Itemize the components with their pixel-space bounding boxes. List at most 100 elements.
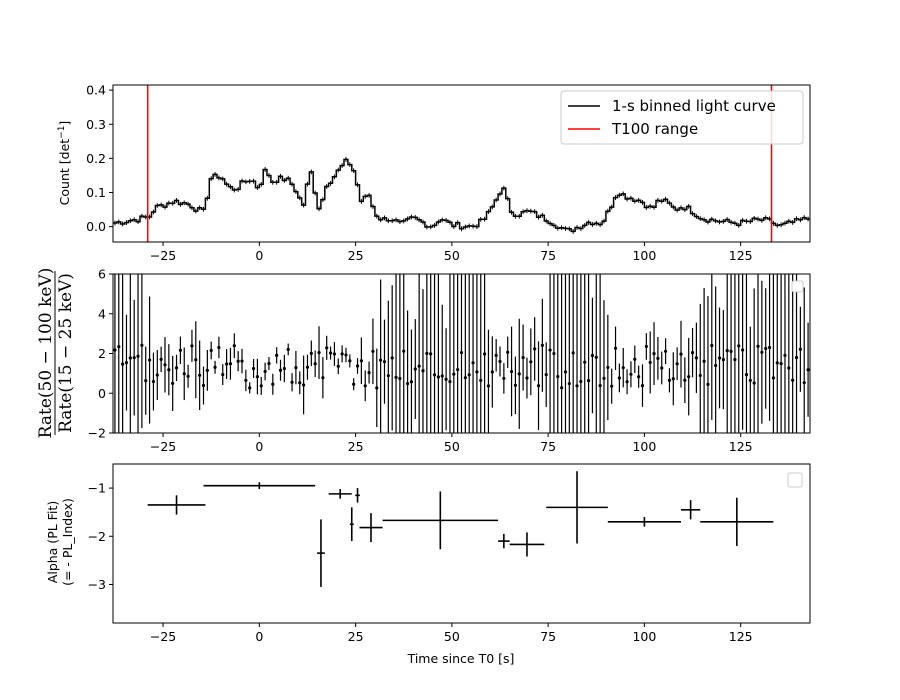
hardness-point [475,370,479,374]
hardness-point [332,352,337,356]
x-tick-label: 100 [632,439,656,454]
y-tick-label: −1 [88,481,106,496]
hardness-point [675,362,679,366]
hardness-point [610,384,614,388]
hardness-point [544,373,548,377]
hardness-point [690,351,695,355]
hardness-point [432,373,437,377]
hardness-point [579,379,583,384]
hardness-point [386,374,390,378]
hardness-point [413,367,417,371]
hardness-point [186,374,190,378]
hardness-point [679,352,683,356]
hardness-ratio-panel: −25 0 25 50 75 100 125 −2 0 2 4 6 Rate(50 − 100 ke… [36,267,811,454]
hardness-point [694,356,699,360]
hardness-point [767,345,772,350]
light-curve-line [113,158,810,233]
hardness-point [536,384,541,388]
alpha-xlabel: Time since T0 [s] [407,651,515,666]
hardness-point [167,368,171,372]
hardness-point [163,363,167,367]
hardness-point [552,351,556,356]
hardness-point [409,380,414,384]
hardness-point [575,384,579,388]
hardness-point [629,372,633,376]
hardness-point [783,353,787,357]
light-curve-frame [112,84,811,243]
hardness-point [367,370,371,375]
hardness-point [140,343,144,347]
hardness-point [232,344,236,348]
hardness-point [729,349,733,353]
hardness-point [121,362,125,366]
light-curve-ylabel: Count [det−1] [57,121,72,206]
legend-box [560,90,804,145]
x-tick-label: 100 [632,248,656,263]
hardness-point [363,384,367,388]
light-curve-panel: −25 0 25 50 75 100 125 0.0 0.1 0.2 0.3 0.4 Count [… [57,83,811,263]
hardness-point [590,353,595,358]
hardness-point [259,384,263,388]
hardness-point [174,366,179,370]
x-tick-label: 50 [444,439,460,454]
hardness-point [583,360,587,364]
y-tick-label: 4 [98,306,106,321]
hardness-point [144,379,148,383]
hardness-point [506,350,510,354]
hardness-point [448,379,452,384]
hardness-point [205,368,209,372]
hardness-point [213,365,217,369]
hardness-point [752,381,756,385]
hardness-point [606,365,610,370]
hardness-point [494,353,498,357]
hardness-point [151,379,156,384]
hardness-point [325,346,329,350]
hardness-point [436,375,440,379]
x-tick-label: 50 [444,629,460,644]
hardness-point [594,355,598,359]
hardness-point [529,360,533,364]
y-tick-label: 0.4 [86,83,106,98]
hardness-point [340,352,344,356]
x-tick-label: −25 [150,629,176,644]
hardness-point [771,376,776,380]
hardness-point [764,346,768,351]
y-tick-label: 6 [98,267,106,282]
hardness-point [113,348,117,352]
hardness-ratio-legend-box [791,280,804,293]
hardness-point [463,376,467,380]
light-curve-legend: 1-s binned light curve T100 range [560,90,804,145]
hardness-point [471,361,475,365]
hardness-point [155,373,159,377]
ylabel-numerator: Rate(50 − 100 keV) [36,268,56,439]
legend-label-t100: T100 range [611,120,698,138]
x-tick-label: 25 [348,629,364,644]
hardness-point [775,361,779,365]
legend-label-curve: 1-s binned light curve [612,97,776,115]
hardness-point [394,375,398,379]
x-tick-label: −25 [150,439,176,454]
hardness-point [721,358,725,362]
hardness-point [806,368,810,372]
y-tick-label: 0.0 [86,219,106,234]
hardness-point [171,381,175,385]
hardness-point [390,356,394,360]
hardness-point [290,380,294,384]
hardness-point [702,359,706,363]
hardness-point [479,378,483,383]
hardness-point [452,372,456,376]
x-tick-label: 0 [255,248,263,263]
hardness-point [648,360,652,365]
hardness-point [633,357,637,361]
y-tick-label: 0.2 [86,151,106,166]
hardness-point [756,344,760,348]
hardness-point [282,366,286,371]
hardness-point [637,375,641,379]
hardness-point [228,362,233,366]
hardness-point [660,366,664,370]
hardness-point [425,351,429,355]
hardness-point [748,378,752,383]
hardness-point [286,347,290,352]
x-tick-label: 125 [729,248,753,263]
x-tick-label: 100 [632,629,656,644]
